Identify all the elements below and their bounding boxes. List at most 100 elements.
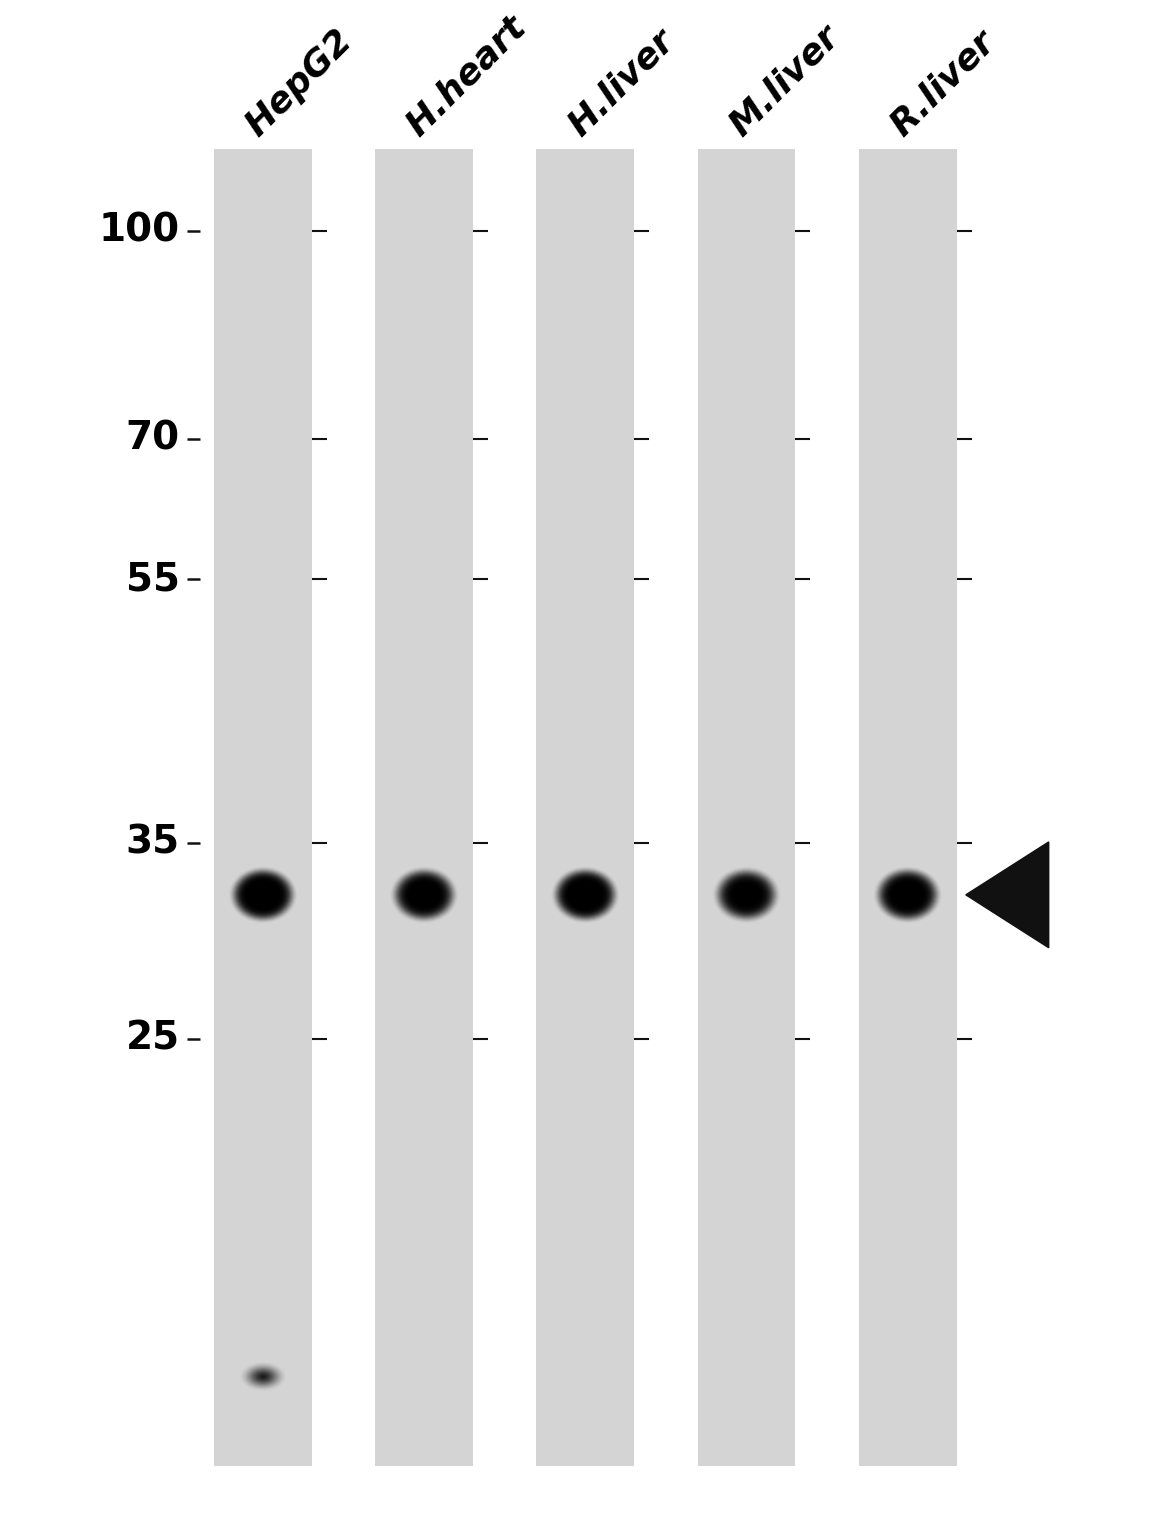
Ellipse shape <box>261 893 266 896</box>
Ellipse shape <box>243 878 283 911</box>
Ellipse shape <box>576 887 595 902</box>
Ellipse shape <box>716 870 777 920</box>
Ellipse shape <box>584 895 586 896</box>
Bar <box>698 149 796 1466</box>
Text: 100: 100 <box>99 212 179 250</box>
Ellipse shape <box>903 892 912 899</box>
Ellipse shape <box>573 885 598 905</box>
Ellipse shape <box>553 869 617 920</box>
Ellipse shape <box>402 876 446 913</box>
Ellipse shape <box>736 885 757 904</box>
Ellipse shape <box>414 885 435 904</box>
Text: H.liver: H.liver <box>562 23 680 143</box>
Ellipse shape <box>403 878 445 913</box>
Ellipse shape <box>419 892 429 899</box>
Ellipse shape <box>884 875 931 914</box>
Ellipse shape <box>394 870 454 920</box>
Ellipse shape <box>245 879 282 910</box>
Ellipse shape <box>574 885 596 904</box>
Ellipse shape <box>877 870 938 920</box>
Ellipse shape <box>250 1369 275 1384</box>
Ellipse shape <box>897 885 918 904</box>
Ellipse shape <box>569 881 602 908</box>
Ellipse shape <box>904 892 911 898</box>
Ellipse shape <box>393 869 456 920</box>
Ellipse shape <box>899 888 916 902</box>
Ellipse shape <box>901 888 915 901</box>
Ellipse shape <box>247 881 280 908</box>
Ellipse shape <box>902 890 913 899</box>
Ellipse shape <box>246 1366 281 1387</box>
Ellipse shape <box>261 1375 266 1378</box>
Ellipse shape <box>723 875 770 914</box>
Ellipse shape <box>408 881 440 908</box>
Ellipse shape <box>552 867 619 922</box>
Ellipse shape <box>238 873 289 916</box>
Ellipse shape <box>885 876 930 913</box>
Ellipse shape <box>259 892 268 899</box>
Ellipse shape <box>739 888 755 902</box>
Ellipse shape <box>580 892 591 899</box>
Ellipse shape <box>730 881 763 908</box>
Ellipse shape <box>260 892 267 898</box>
Text: R.liver: R.liver <box>883 24 1002 143</box>
Ellipse shape <box>888 878 927 911</box>
Ellipse shape <box>398 873 450 916</box>
Ellipse shape <box>409 882 439 907</box>
Ellipse shape <box>883 875 932 916</box>
Ellipse shape <box>235 872 291 919</box>
Ellipse shape <box>242 878 284 913</box>
Ellipse shape <box>410 882 438 907</box>
Bar <box>859 149 956 1466</box>
Ellipse shape <box>248 1367 277 1385</box>
Ellipse shape <box>231 867 296 922</box>
Ellipse shape <box>746 895 748 896</box>
Ellipse shape <box>572 884 599 905</box>
Ellipse shape <box>722 875 771 916</box>
Ellipse shape <box>881 872 934 917</box>
Ellipse shape <box>582 893 587 896</box>
Ellipse shape <box>875 867 940 922</box>
Ellipse shape <box>563 876 608 913</box>
Ellipse shape <box>742 892 751 899</box>
Ellipse shape <box>245 1366 282 1388</box>
Ellipse shape <box>718 870 776 919</box>
Ellipse shape <box>249 1369 276 1385</box>
Ellipse shape <box>878 870 937 919</box>
Ellipse shape <box>405 879 443 910</box>
Ellipse shape <box>416 888 432 902</box>
Ellipse shape <box>896 885 919 905</box>
Ellipse shape <box>880 872 935 919</box>
Ellipse shape <box>743 892 750 898</box>
Ellipse shape <box>719 872 775 919</box>
Ellipse shape <box>412 885 436 905</box>
Ellipse shape <box>733 882 761 907</box>
Ellipse shape <box>876 869 939 920</box>
Ellipse shape <box>578 888 593 901</box>
Ellipse shape <box>720 872 774 917</box>
Ellipse shape <box>234 870 292 919</box>
Ellipse shape <box>732 882 762 907</box>
Ellipse shape <box>579 890 592 899</box>
Ellipse shape <box>391 867 457 922</box>
Ellipse shape <box>255 888 271 902</box>
Ellipse shape <box>422 893 426 896</box>
Ellipse shape <box>905 893 910 896</box>
Ellipse shape <box>906 895 909 896</box>
Text: 55: 55 <box>126 561 179 599</box>
Ellipse shape <box>415 887 433 902</box>
Ellipse shape <box>395 870 453 919</box>
Ellipse shape <box>256 1372 270 1381</box>
Ellipse shape <box>240 875 287 914</box>
Ellipse shape <box>397 872 451 917</box>
Ellipse shape <box>232 869 295 920</box>
Bar <box>214 149 312 1466</box>
Ellipse shape <box>250 884 276 905</box>
Ellipse shape <box>401 875 447 914</box>
Text: 35: 35 <box>126 823 179 861</box>
Ellipse shape <box>421 892 428 898</box>
Ellipse shape <box>262 895 264 896</box>
Text: HepG2: HepG2 <box>239 23 359 143</box>
Ellipse shape <box>725 876 769 913</box>
Ellipse shape <box>567 881 603 910</box>
